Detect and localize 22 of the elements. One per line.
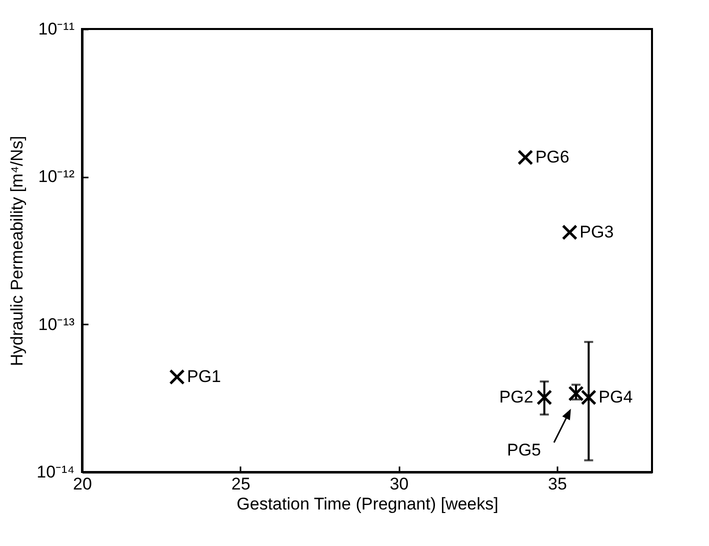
annotation: PG4 bbox=[598, 387, 633, 406]
point bbox=[518, 150, 534, 166]
x-tick-label: 20 bbox=[73, 474, 92, 494]
y-tick-label: 10⁻¹² bbox=[38, 167, 75, 186]
x-tick-label: 35 bbox=[548, 474, 567, 494]
x-tick-label: 25 bbox=[231, 474, 250, 494]
y-tick-label: 10⁻¹³ bbox=[38, 314, 75, 334]
annotation: PG6 bbox=[535, 147, 570, 166]
point bbox=[568, 386, 584, 402]
x-tick-label: 30 bbox=[390, 474, 409, 494]
y-tick-label: 10⁻¹⁴ bbox=[36, 462, 74, 482]
y-axis-title: Hydraulic Permeability [m⁴/Ns] bbox=[8, 136, 27, 366]
annotation: PG3 bbox=[580, 222, 614, 242]
point bbox=[562, 224, 578, 240]
point bbox=[169, 369, 185, 385]
annotation: PG1 bbox=[187, 366, 222, 386]
x-axis-title: Gestation Time (Pregnant) [weeks] bbox=[236, 494, 498, 514]
annotation: PG5 bbox=[506, 440, 542, 460]
annotation: PG2 bbox=[499, 387, 534, 406]
point bbox=[536, 390, 552, 406]
y-tick-label: 10⁻¹¹ bbox=[38, 20, 75, 38]
point bbox=[580, 390, 596, 406]
